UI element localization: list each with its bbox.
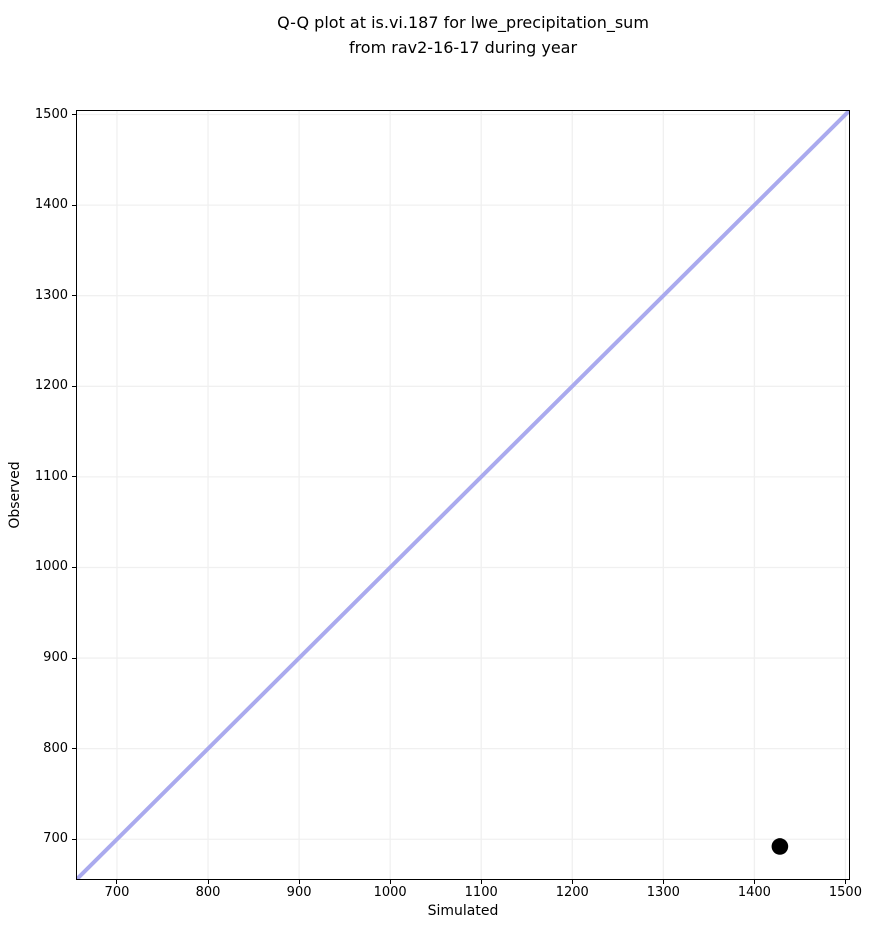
y-tick-label: 1000 [34, 559, 68, 575]
x-tick-label: 700 [104, 885, 130, 900]
x-tick-label: 1200 [555, 885, 589, 900]
x-tick-label: 900 [286, 885, 312, 900]
x-tick-label: 1300 [646, 885, 680, 900]
x-tick-mark [662, 880, 664, 884]
x-axis-label: Simulated [427, 903, 499, 919]
chart-title: Q-Q plot at is.vi.187 for lwe_precipitat… [277, 13, 649, 57]
x-tick-label: 1500 [828, 885, 862, 900]
identity-line [76, 110, 850, 880]
x-tick-mark [207, 880, 209, 884]
x-tick-label: 1100 [464, 885, 498, 900]
y-tick-mark [72, 295, 76, 297]
y-tick-mark [72, 385, 76, 387]
y-tick-label: 700 [43, 831, 68, 847]
x-tick-label: 1000 [373, 885, 407, 900]
y-tick-mark [72, 657, 76, 659]
y-tick-mark [72, 748, 76, 750]
x-tick-mark [298, 880, 300, 884]
x-tick-mark [116, 880, 118, 884]
y-tick-mark [72, 838, 76, 840]
y-tick-label: 1500 [34, 106, 68, 122]
x-tick-label: 800 [195, 885, 221, 900]
y-tick-label: 1200 [34, 378, 68, 394]
y-tick-label: 1400 [34, 197, 68, 213]
y-tick-mark [72, 204, 76, 206]
y-tick-mark [72, 476, 76, 478]
axes-spines [76, 110, 850, 880]
x-tick-mark [571, 880, 573, 884]
data-point [771, 838, 789, 855]
y-tick-label: 800 [43, 740, 68, 756]
x-tick-mark [389, 880, 391, 884]
y-tick-mark [72, 114, 76, 116]
plot-canvas [76, 110, 850, 880]
y-tick-mark [72, 566, 76, 568]
y-tick-label: 1300 [34, 287, 68, 303]
x-tick-mark [844, 880, 846, 884]
x-tick-label: 1400 [737, 885, 771, 900]
y-tick-label: 900 [43, 650, 68, 666]
plot-area [76, 110, 850, 880]
x-tick-mark [753, 880, 755, 884]
x-tick-mark [480, 880, 482, 884]
y-tick-label: 1100 [34, 468, 68, 484]
